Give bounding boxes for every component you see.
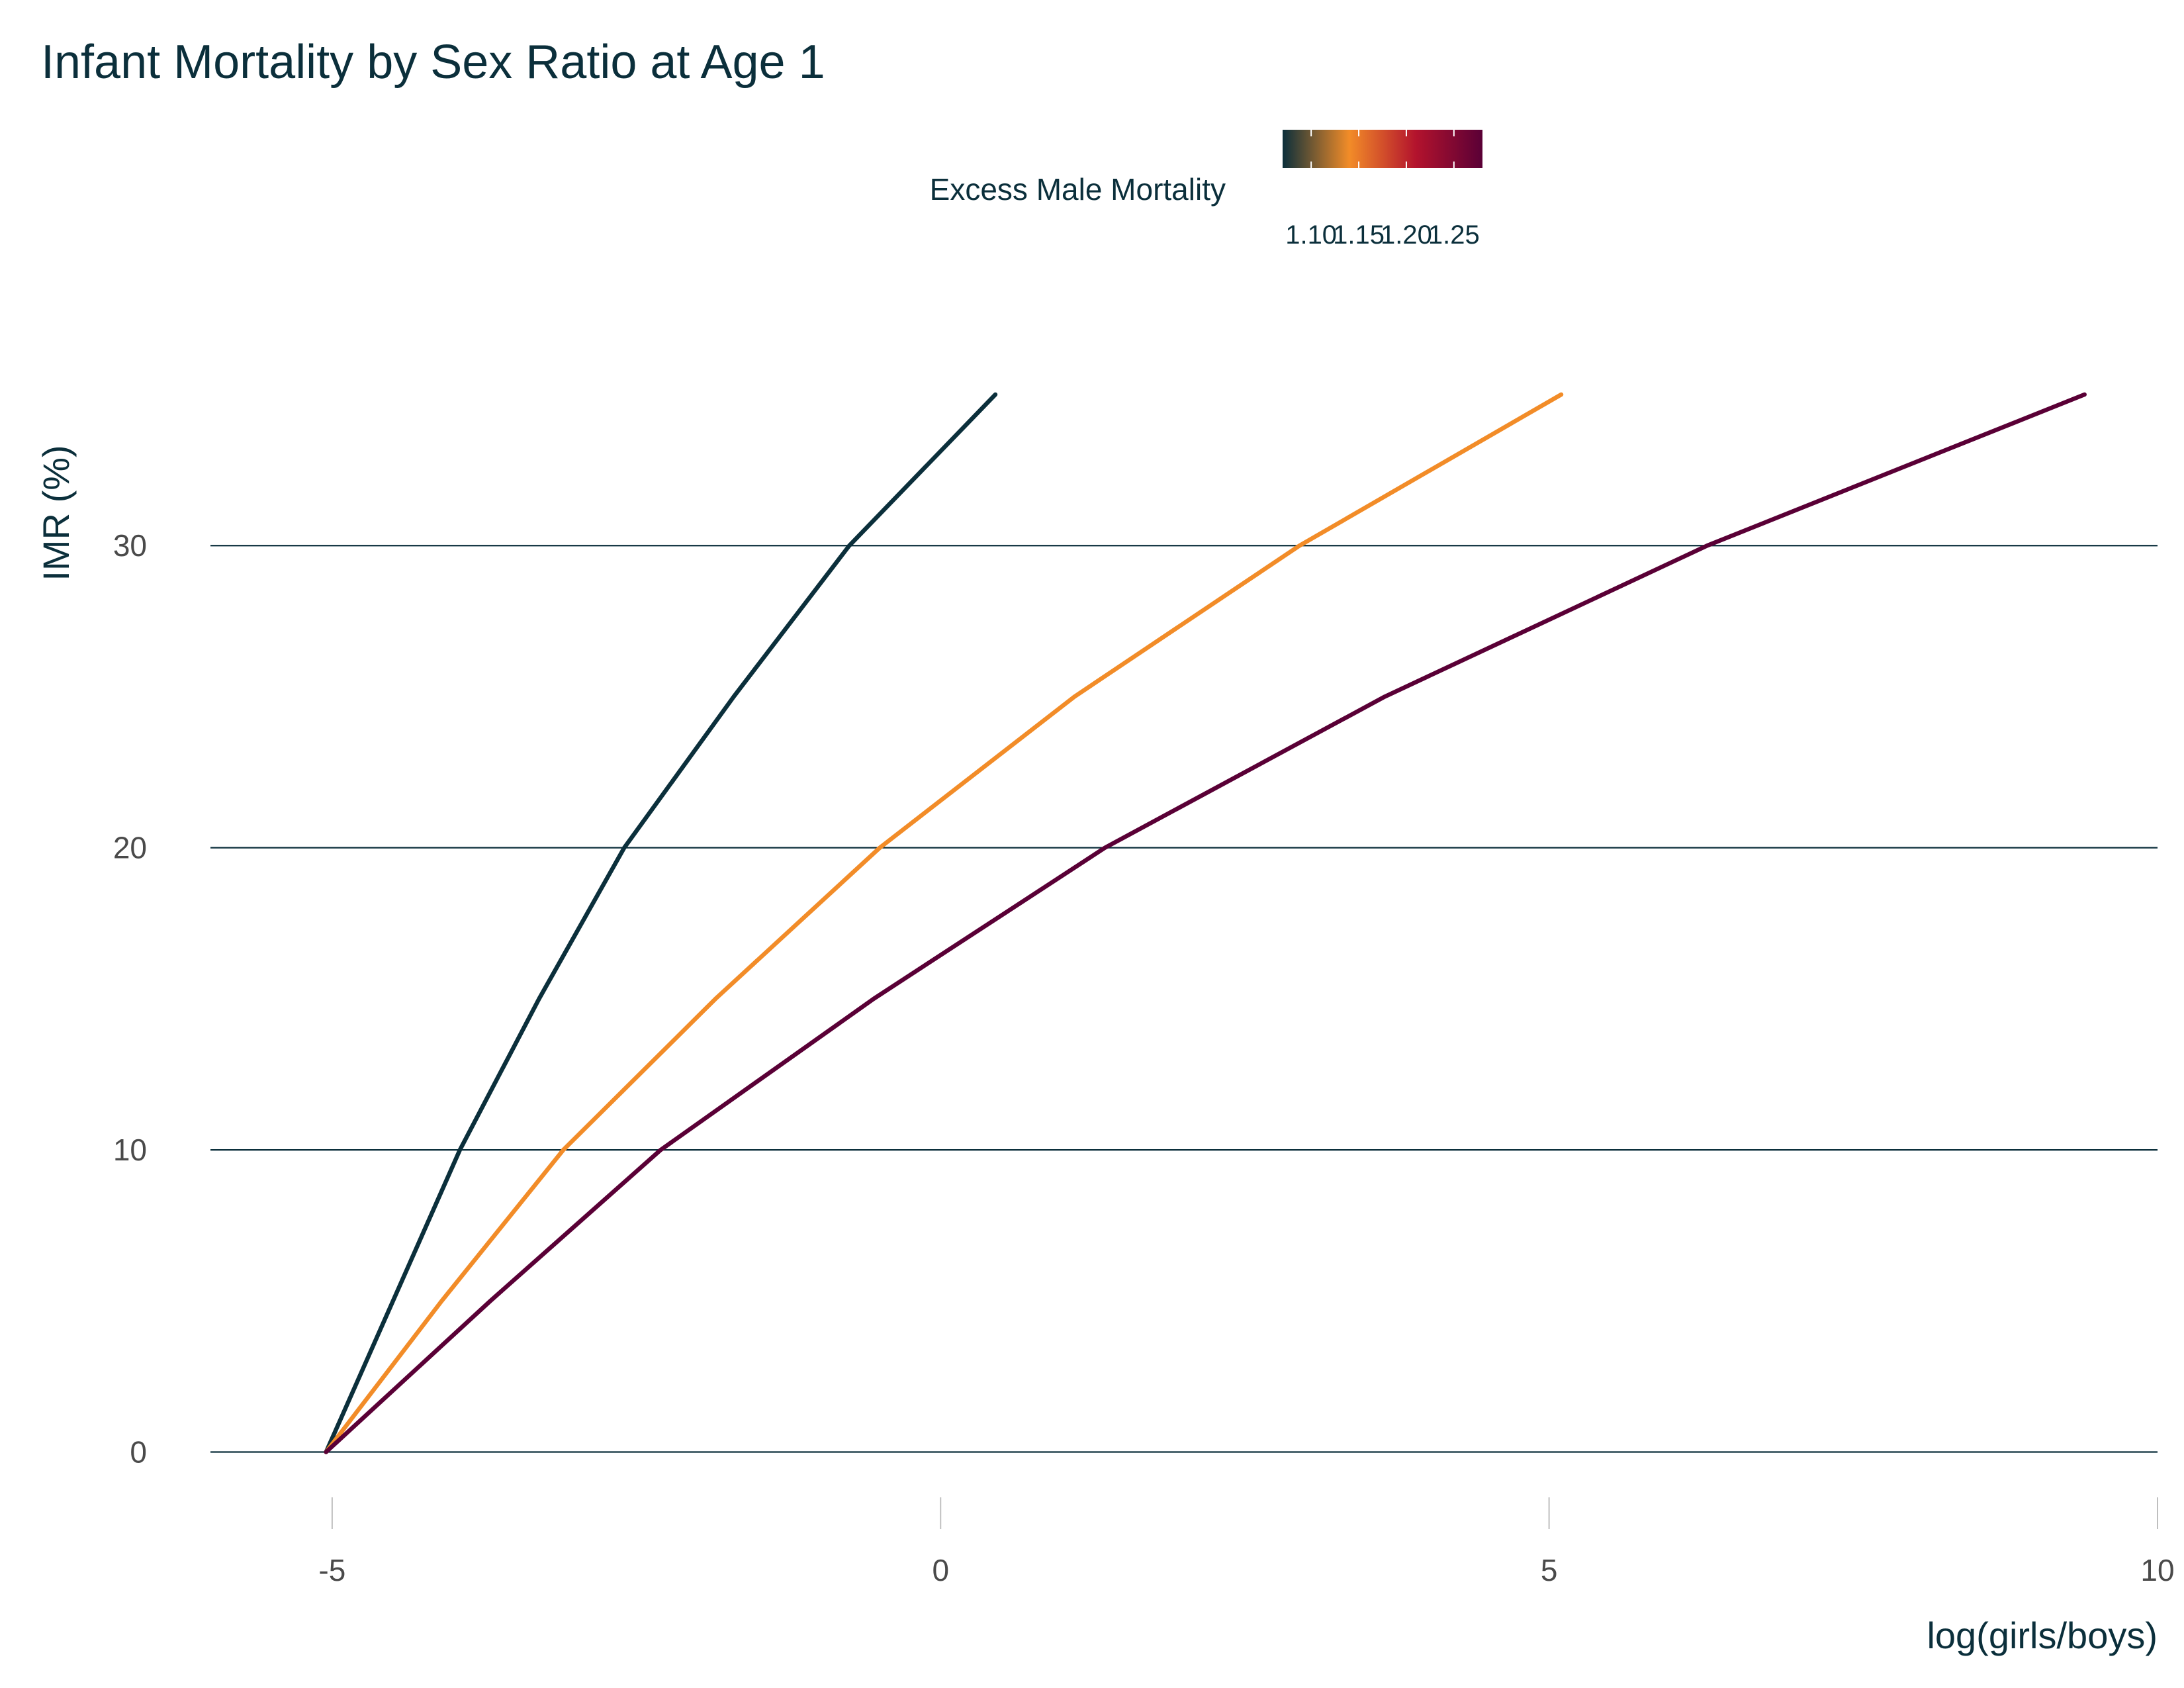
- y-axis-ticks: 0 10 20 30: [113, 528, 147, 1469]
- x-tick-label: 0: [932, 1553, 949, 1587]
- x-tick-label: 5: [1541, 1553, 1558, 1587]
- colorbar-tick-label: 1.20: [1381, 220, 1432, 250]
- chart-title: Infant Mortality by Sex Ratio at Age 1: [41, 36, 825, 89]
- x-axis-ticks: -5 0 5 10: [318, 1497, 2175, 1587]
- gridlines: [210, 545, 2158, 1453]
- y-tick-label: 10: [113, 1133, 147, 1167]
- colorbar-tick-label: 1.15: [1333, 220, 1385, 250]
- colorbar: [1283, 130, 1482, 168]
- legend-title: Excess Male Mortality: [930, 172, 1226, 207]
- colorbar-tick-label: 1.10: [1285, 220, 1337, 250]
- colorbar-tick-label: 1.25: [1428, 220, 1480, 250]
- series-lines: [324, 392, 2087, 1454]
- y-axis-label: IMR (%): [35, 445, 77, 581]
- series-line-0: [324, 392, 998, 1454]
- colorbar-legend: Excess Male Mortality 1.101.151.201.25: [930, 130, 1482, 250]
- y-tick-label: 0: [130, 1435, 147, 1470]
- x-tick-label: 10: [2140, 1553, 2174, 1587]
- colorbar-ticks: 1.101.151.201.25: [1285, 130, 1480, 250]
- x-axis-label: log(girls/boys): [1927, 1615, 2158, 1656]
- series-line-2: [324, 392, 2087, 1454]
- series-line-1: [324, 392, 1564, 1454]
- y-tick-label: 30: [113, 528, 147, 563]
- x-tick-label: -5: [318, 1553, 345, 1587]
- y-tick-label: 20: [113, 831, 147, 865]
